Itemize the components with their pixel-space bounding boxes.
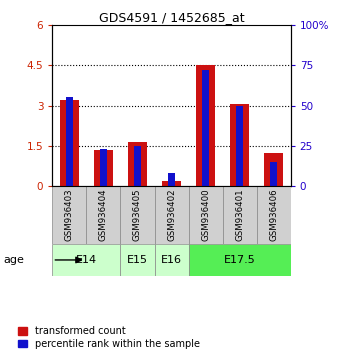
Bar <box>60 100 79 186</box>
Bar <box>196 65 215 186</box>
Text: GSM936403: GSM936403 <box>65 189 74 241</box>
Bar <box>264 153 283 186</box>
Bar <box>87 186 120 244</box>
Text: GSM936405: GSM936405 <box>133 189 142 241</box>
Bar <box>168 173 175 186</box>
Bar <box>154 244 189 276</box>
Text: GSM936406: GSM936406 <box>269 189 278 241</box>
Text: GSM936402: GSM936402 <box>167 189 176 241</box>
Bar <box>189 244 291 276</box>
Bar <box>162 181 181 186</box>
Bar <box>120 186 154 244</box>
Text: E17.5: E17.5 <box>224 255 256 265</box>
Bar <box>236 105 243 186</box>
Text: E16: E16 <box>161 255 182 265</box>
Bar <box>202 70 209 186</box>
Bar <box>52 244 120 276</box>
Bar <box>257 186 291 244</box>
Title: GDS4591 / 1452685_at: GDS4591 / 1452685_at <box>99 11 244 24</box>
Bar <box>120 244 154 276</box>
Bar <box>128 142 147 186</box>
Bar <box>189 186 223 244</box>
Legend: transformed count, percentile rank within the sample: transformed count, percentile rank withi… <box>18 326 200 349</box>
Text: age: age <box>3 255 24 265</box>
Bar <box>100 149 107 186</box>
Bar <box>52 186 87 244</box>
Text: GSM936401: GSM936401 <box>235 189 244 241</box>
Bar <box>270 162 277 186</box>
Text: GSM936400: GSM936400 <box>201 189 210 241</box>
Text: E14: E14 <box>76 255 97 265</box>
Text: GSM936404: GSM936404 <box>99 189 108 241</box>
Bar <box>230 104 249 186</box>
Text: E15: E15 <box>127 255 148 265</box>
Bar <box>154 186 189 244</box>
Bar <box>223 186 257 244</box>
Bar <box>134 146 141 186</box>
Bar <box>94 150 113 186</box>
Bar <box>66 97 73 186</box>
